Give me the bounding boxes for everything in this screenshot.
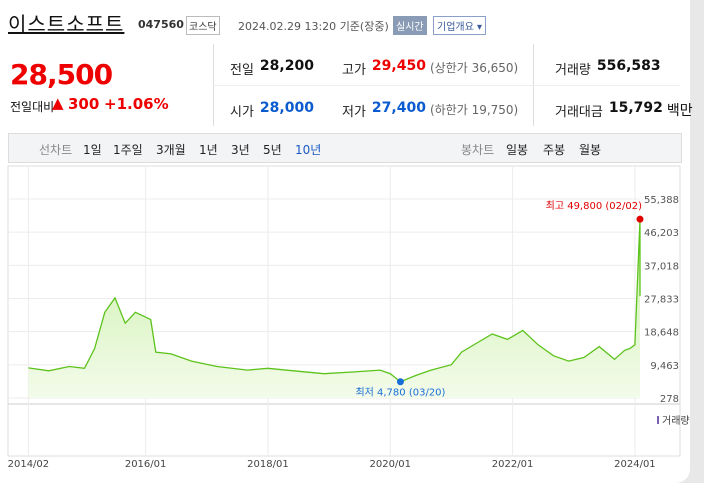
y-tick-label: 27,833 bbox=[644, 295, 679, 306]
company-button[interactable]: 기업개요 ▾ bbox=[433, 16, 487, 35]
x-tick-label: 2014/02 bbox=[8, 459, 50, 470]
x-tick-label: 2024/01 bbox=[614, 459, 656, 470]
change-rate: +1.06% bbox=[104, 95, 169, 113]
candle-tab[interactable]: 주봉 bbox=[543, 143, 566, 157]
chart-tabs: 선차트 1일 1주일 3개월 1년 3년 5년 10년 봉차트 일봉 주봉 월봉 bbox=[8, 133, 682, 163]
stat-label: 전일 bbox=[230, 63, 254, 78]
period-tab[interactable]: 3개월 bbox=[156, 143, 186, 157]
period-tab[interactable]: 10년 bbox=[295, 143, 322, 157]
stock-name[interactable]: 이스트소프트 bbox=[8, 12, 125, 36]
stat-unit: 백만 bbox=[666, 103, 693, 119]
x-tick-label: 2022/01 bbox=[492, 459, 534, 470]
candle-tab[interactable]: 월봉 bbox=[579, 143, 602, 157]
stat-note: (상한가 36,650) bbox=[429, 61, 519, 75]
period-tab[interactable]: 1년 bbox=[199, 143, 218, 157]
period-tab[interactable]: 1일 bbox=[83, 143, 102, 157]
tab-label: 선차트 bbox=[39, 143, 73, 157]
stat-note: (하한가 19,750) bbox=[429, 103, 519, 117]
button-label: 기업개요 bbox=[437, 22, 474, 33]
stock-code: 047560 bbox=[138, 18, 184, 31]
market-badge: 코스닥 bbox=[186, 16, 220, 35]
volume-legend-swatch bbox=[657, 416, 659, 424]
low-marker bbox=[396, 378, 404, 386]
datetime: 2024.02.29 13:20 bbox=[238, 20, 337, 33]
stat-label: 시가 bbox=[230, 105, 254, 120]
x-tick-label: 2016/01 bbox=[125, 459, 167, 470]
period-tab[interactable]: 1주일 bbox=[113, 143, 143, 157]
x-tick-label: 2020/01 bbox=[369, 459, 411, 470]
y-tick-label: 46,203 bbox=[644, 228, 679, 239]
volume-label: 거래량 bbox=[662, 415, 690, 427]
y-tick-label: 18,648 bbox=[644, 328, 679, 339]
divider bbox=[213, 85, 680, 86]
stat-label: 저가 bbox=[342, 105, 366, 120]
stat-value: 28,000 bbox=[259, 100, 314, 116]
period-tab[interactable]: 5년 bbox=[263, 143, 282, 157]
low-label: 최저 4,780 (03/20) bbox=[355, 387, 445, 399]
up-arrow: ▲ bbox=[52, 94, 64, 112]
change: 300 bbox=[68, 95, 100, 113]
current-price: 28,500 bbox=[10, 58, 113, 91]
y-tick-label: 55,388 bbox=[644, 195, 679, 206]
timestamp: 2024.02.29 13:20 기준(장중) bbox=[238, 18, 389, 34]
y-tick-label: 37,018 bbox=[644, 261, 679, 272]
high-marker bbox=[636, 215, 644, 223]
candle-tab[interactable]: 일봉 bbox=[506, 143, 529, 157]
stat-value: 28,200 bbox=[259, 58, 314, 74]
price-line bbox=[28, 219, 641, 383]
x-tick-label: 2018/01 bbox=[247, 459, 289, 470]
stat-value: 15,792 bbox=[608, 100, 663, 116]
realtime-badge[interactable]: 실시간 bbox=[393, 16, 427, 35]
stat-label: 거래량 bbox=[555, 63, 591, 78]
plot-frame bbox=[7, 165, 681, 457]
stat-value: 29,450 bbox=[371, 58, 426, 74]
y-tick-label: 278 bbox=[660, 394, 679, 405]
period-tab[interactable]: 3년 bbox=[231, 143, 250, 157]
status: 기준(장중) bbox=[339, 20, 389, 33]
change-label: 전일대비 bbox=[10, 100, 55, 114]
stat-value: 556,583 bbox=[596, 58, 661, 74]
high-label: 최고 49,800 (02/02) bbox=[546, 200, 642, 212]
tab-label: 봉차트 bbox=[461, 143, 495, 157]
y-tick-label: 9,463 bbox=[650, 361, 679, 372]
stat-label: 거래대금 bbox=[555, 105, 603, 120]
stat-label: 고가 bbox=[342, 63, 366, 78]
stat-value: 27,400 bbox=[371, 100, 426, 116]
price-area bbox=[28, 219, 641, 398]
